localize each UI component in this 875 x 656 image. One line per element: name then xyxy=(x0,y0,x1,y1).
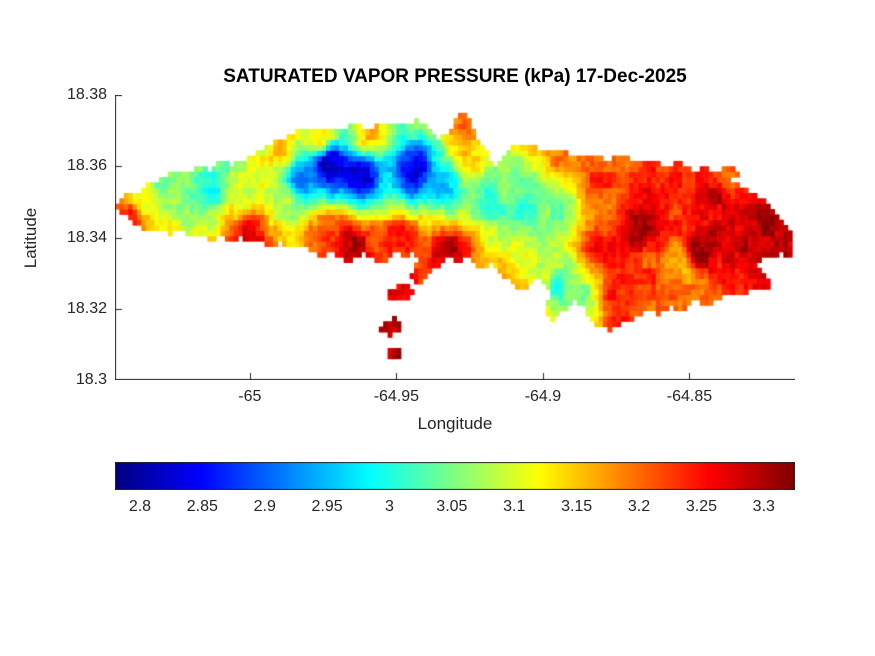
y-tick-label: 18.36 xyxy=(66,157,107,175)
x-tick-label: -64.85 xyxy=(666,388,713,405)
x-tick-label: -64.95 xyxy=(373,388,420,405)
colorbar-canvas xyxy=(115,462,795,490)
y-tick-label: 18.3 xyxy=(75,371,107,388)
colorbar-tick-label: 3.15 xyxy=(561,498,593,515)
colorbar-tick-label: 2.85 xyxy=(186,498,218,515)
colorbar-tick-label: 3.25 xyxy=(685,498,717,515)
colorbar-tick-label: 3.2 xyxy=(627,498,651,515)
colorbar-tick-label: 2.95 xyxy=(311,498,343,515)
y-tick-label: 18.32 xyxy=(66,299,107,317)
colorbar-tick-label: 3.1 xyxy=(503,498,526,515)
colorbar-tick-label: 3.3 xyxy=(752,498,775,515)
y-tick-label: 18.34 xyxy=(66,228,107,246)
colorbar-tick-label: 2.8 xyxy=(128,498,152,515)
colorbar-tick-label: 2.9 xyxy=(253,498,276,515)
colorbar-tick-label: 3 xyxy=(385,498,394,515)
x-axis-label: Longitude xyxy=(417,414,493,433)
y-tick-label: 18.38 xyxy=(66,86,107,103)
y-axis-label: Latitude xyxy=(21,207,40,269)
heatmap-canvas xyxy=(115,95,795,380)
x-tick-label: -64.9 xyxy=(524,388,562,405)
chart-title: SATURATED VAPOR PRESSURE (kPa) 17-Dec-20… xyxy=(223,66,687,87)
x-tick-label: -65 xyxy=(238,388,262,405)
colorbar-tick-label: 3.05 xyxy=(436,498,468,515)
